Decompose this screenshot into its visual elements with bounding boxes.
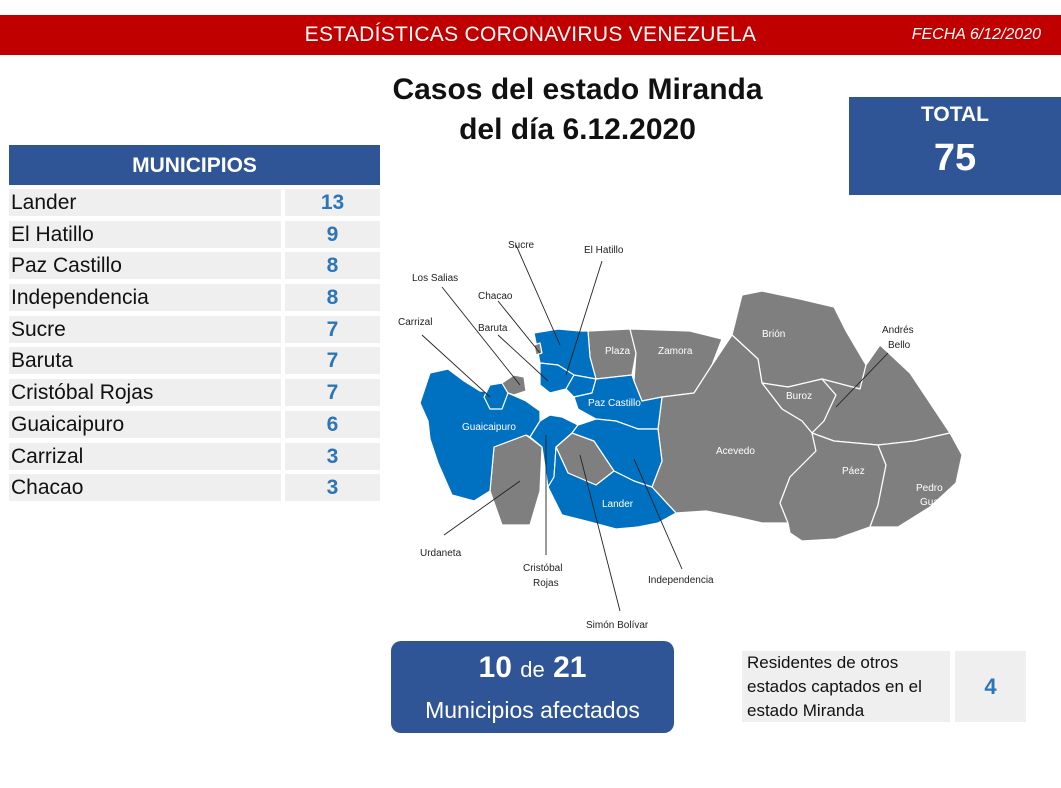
label-pedro-gual-1: Pedro (916, 483, 943, 494)
municipio-count: 7 (285, 379, 380, 407)
label-lander: Lander (602, 499, 634, 510)
page-title: ESTADÍSTICAS CORONAVIRUS VENEZUELA (304, 23, 757, 46)
total-box: TOTAL 75 (849, 97, 1061, 195)
table-row: Sucre 7 (9, 315, 381, 343)
label-carrizal: Carrizal (398, 317, 432, 328)
table-row: Cristóbal Rojas 7 (9, 379, 381, 407)
table-row: Guaicaipuro 6 (9, 410, 381, 438)
leader-line (515, 244, 561, 346)
label-andres-bello-2: Bello (888, 340, 911, 351)
miranda-map: Sucre El Hatillo Los Salias Chacao Carri… (390, 225, 980, 635)
municipio-count: 7 (285, 347, 380, 375)
municipio-count: 8 (285, 284, 380, 312)
municipio-name: Baruta (9, 347, 281, 375)
total-value: 75 (933, 137, 977, 179)
heading-line-1: Casos del estado Miranda (392, 73, 763, 106)
total-municipalities: 21 (553, 651, 587, 684)
label-urdaneta: Urdaneta (420, 548, 462, 559)
leader-line (835, 352, 889, 408)
label-baruta: Baruta (478, 323, 508, 334)
leader-line (421, 334, 491, 398)
municipio-count: 3 (285, 474, 380, 502)
label-simon-bolivar: Simón Bolívar (586, 620, 649, 631)
heading-line-2: del día 6.12.2020 (459, 113, 696, 146)
table-row: El Hatillo 9 (9, 220, 381, 248)
region-independencia (571, 418, 663, 488)
miranda-map-svg: Sucre El Hatillo Los Salias Chacao Carri… (398, 240, 963, 631)
region-pedro-gual (869, 432, 963, 528)
other-states-line-2: estados captados en el (747, 677, 922, 696)
label-andres-bello-1: Andrés (882, 325, 914, 336)
label-sucre: Sucre (508, 240, 535, 251)
label-el-hatillo: El Hatillo (584, 245, 624, 256)
municipio-name: Sucre (9, 315, 281, 343)
municipio-name: Lander (9, 189, 281, 216)
other-states-line-3: estado Miranda (747, 701, 865, 720)
municipio-name: Cristóbal Rojas (9, 379, 281, 407)
label-zamora: Zamora (658, 346, 693, 357)
municipios-header: MUNICIPIOS (9, 145, 380, 185)
municipio-count: 13 (285, 189, 380, 216)
label-paez: Páez (842, 466, 865, 477)
municipio-name: Independencia (9, 284, 281, 312)
leader-line (633, 458, 683, 570)
table-row: Lander 13 (9, 189, 381, 216)
label-guaicaipuro: Guaicaipuro (462, 422, 516, 433)
label-buroz: Buroz (786, 391, 812, 402)
municipio-count: 7 (285, 315, 380, 343)
municipio-name: Paz Castillo (9, 252, 281, 280)
table-row: Paz Castillo 8 (9, 252, 381, 280)
other-states-line-1: Residentes de otros (747, 653, 899, 672)
municipio-name: El Hatillo (9, 220, 281, 248)
municipios-table: Lander 13 El Hatillo 9 Paz Castillo 8 Indep… (9, 189, 381, 506)
label-acevedo: Acevedo (716, 446, 755, 457)
municipio-count: 8 (285, 252, 380, 280)
municipio-name: Carrizal (9, 442, 281, 470)
label-paz-castillo: Paz Castillo (588, 398, 641, 409)
table-row: Carrizal 3 (9, 442, 381, 470)
region-lander (547, 446, 677, 530)
label-chacao: Chacao (478, 291, 513, 302)
region-chacao (533, 342, 543, 356)
report-date: FECHA 6/12/2020 (911, 26, 1041, 43)
table-row: Independencia 8 (9, 284, 381, 312)
municipio-name: Guaicaipuro (9, 410, 281, 438)
municipios-header-label: MUNICIPIOS (132, 154, 257, 177)
region-los-salias (501, 374, 527, 396)
affected-municipalities-box: 10 de 21 Municipios afectados (391, 641, 674, 733)
affected-count: 10 (478, 651, 512, 684)
label-cristobal-rojas-1: Cristóbal (523, 563, 562, 574)
title-bar: ESTADÍSTICAS CORONAVIRUS VENEZUELA FECHA… (0, 15, 1061, 55)
label-cristobal-rojas-2: Rojas (533, 578, 559, 589)
municipio-count: 9 (285, 220, 380, 248)
affected-label: Municipios afectados (425, 697, 640, 723)
map-heading: Casos del estado Miranda del día 6.12.20… (340, 70, 815, 150)
leader-line (565, 260, 603, 376)
municipio-count: 6 (285, 410, 380, 438)
table-row: Baruta 7 (9, 347, 381, 375)
leader-line (579, 454, 621, 612)
municipio-count: 3 (285, 442, 380, 470)
leader-line (441, 286, 521, 386)
affected-of: de (520, 657, 545, 682)
label-independencia: Independencia (648, 575, 714, 586)
label-plaza: Plaza (605, 346, 630, 357)
other-states-value: 4 (955, 651, 1026, 722)
table-row: Chacao 3 (9, 474, 381, 502)
affected-count-line: 10 de 21 (391, 651, 674, 685)
label-brion: Brión (762, 329, 785, 340)
leader-line (443, 480, 521, 536)
region-urdaneta (489, 434, 543, 526)
other-states-label: Residentes de otros estados captados en … (742, 651, 950, 722)
region-guaicaipuro (419, 368, 541, 502)
label-pedro-gual-2: Gual (920, 497, 941, 508)
total-label: TOTAL (920, 103, 990, 126)
leader-line (497, 334, 549, 382)
leader-line (497, 300, 541, 354)
label-los-salias: Los Salias (412, 273, 458, 284)
municipio-name: Chacao (9, 474, 281, 502)
